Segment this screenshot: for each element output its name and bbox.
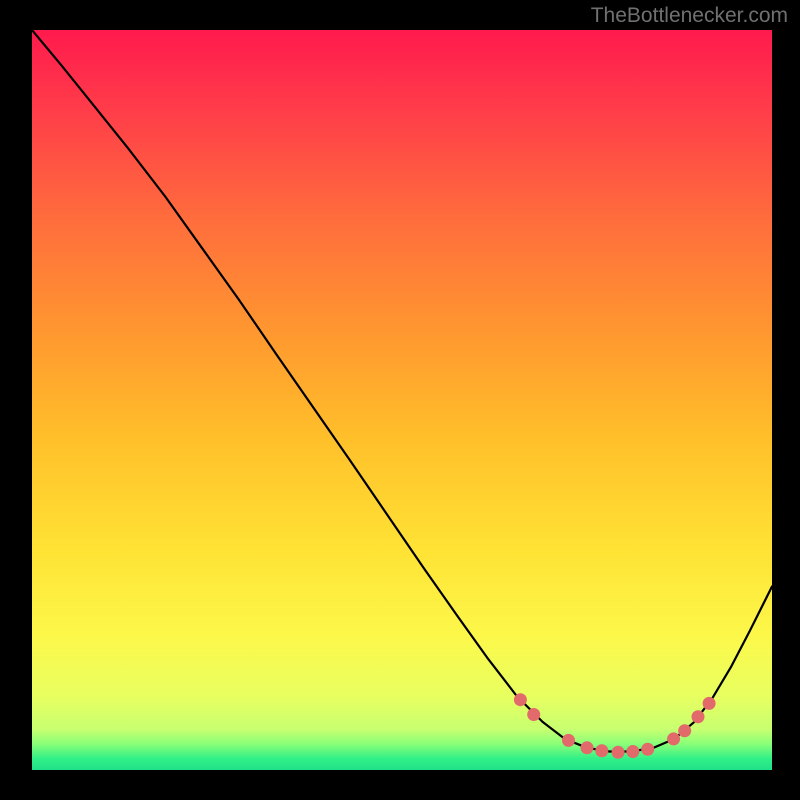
curve-marker xyxy=(641,743,654,756)
curve-marker xyxy=(667,732,680,745)
curve-layer xyxy=(32,30,772,770)
curve-marker xyxy=(678,724,691,737)
curve-marker xyxy=(626,745,639,758)
curve-marker xyxy=(562,734,575,747)
curve-marker xyxy=(595,744,608,757)
curve-marker xyxy=(703,697,716,710)
curve-marker xyxy=(692,710,705,723)
watermark-text: TheBottlenecker.com xyxy=(591,4,788,28)
marker-group xyxy=(514,693,716,759)
curve-marker xyxy=(527,708,540,721)
bottleneck-curve xyxy=(32,30,772,752)
curve-marker xyxy=(581,741,594,754)
curve-marker xyxy=(514,693,527,706)
plot-area xyxy=(32,30,772,770)
curve-marker xyxy=(612,746,625,759)
